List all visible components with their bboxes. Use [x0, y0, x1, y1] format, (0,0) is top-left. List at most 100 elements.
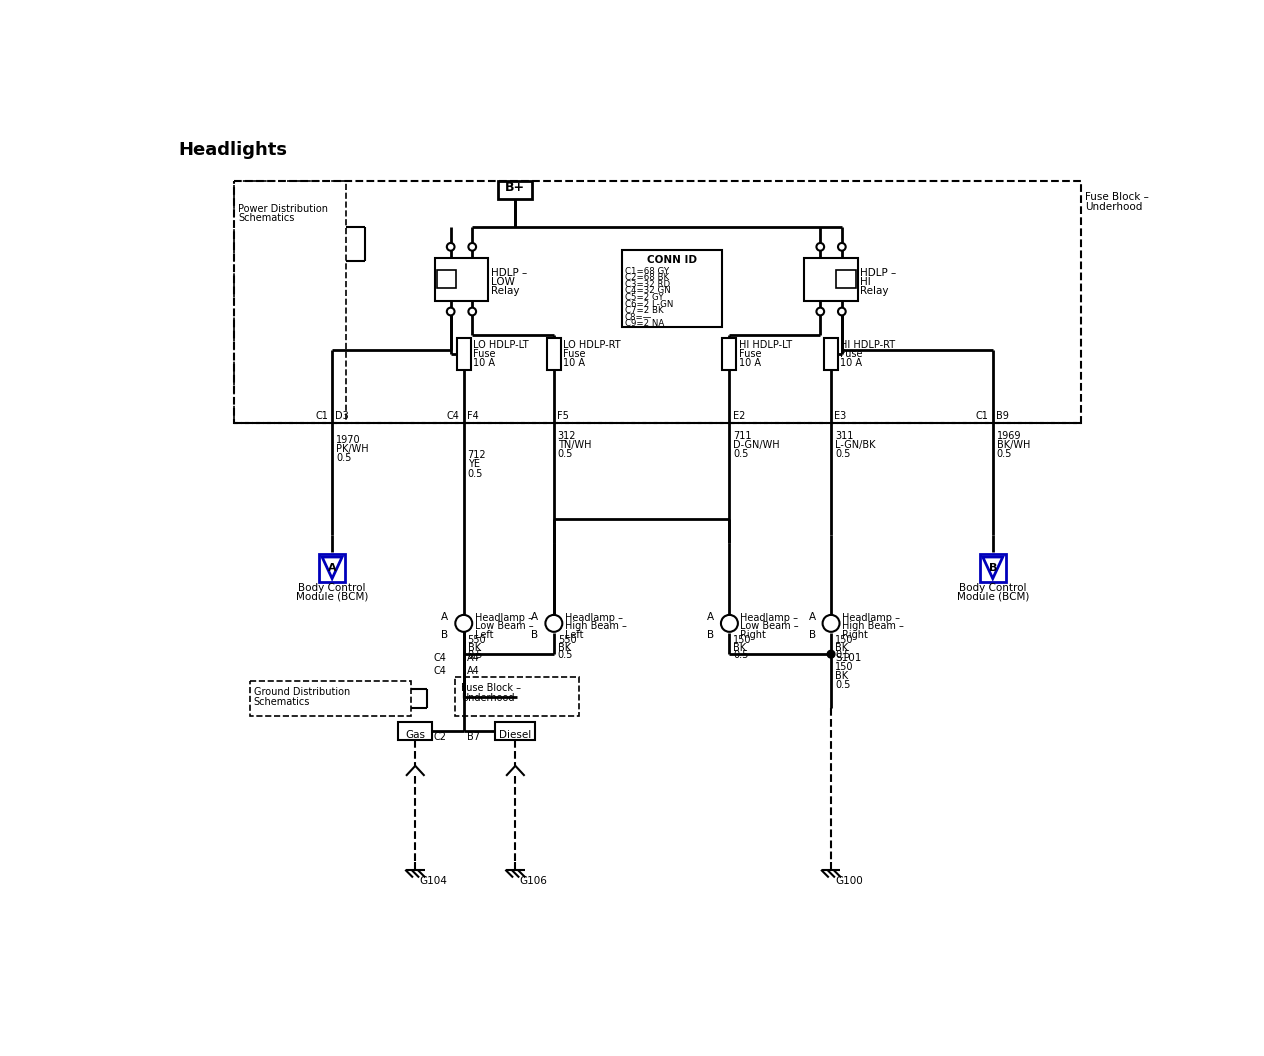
Bar [622, 250, 722, 327]
Bar [398, 722, 432, 740]
Text: 711: 711 [733, 431, 752, 440]
Bar [495, 722, 536, 740]
Text: B: B [441, 630, 449, 640]
Text: B: B [531, 630, 538, 640]
Bar [456, 338, 470, 370]
Text: A: A [441, 612, 449, 622]
Text: C1=68 GY: C1=68 GY [624, 267, 669, 276]
Text: HDLP –: HDLP – [861, 267, 896, 278]
Text: 712: 712 [468, 450, 487, 460]
Text: Right: Right [842, 629, 867, 640]
Text: BK: BK [733, 643, 747, 653]
Bar [455, 677, 579, 716]
Text: Diesel: Diesel [499, 730, 531, 740]
Bar [250, 681, 411, 716]
Text: 0.5: 0.5 [836, 450, 851, 459]
Text: 10 A: 10 A [841, 358, 862, 369]
Text: Headlamp –: Headlamp – [842, 612, 900, 623]
Text: Schematics: Schematics [238, 213, 295, 223]
Text: 0.5: 0.5 [557, 450, 573, 459]
Text: S101: S101 [836, 653, 862, 662]
Text: C2: C2 [434, 732, 447, 742]
Text: 150: 150 [733, 635, 752, 645]
Text: F5: F5 [557, 411, 569, 421]
Text: 10 A: 10 A [738, 358, 761, 369]
Text: TN/WH: TN/WH [557, 440, 592, 450]
Text: BK/WH: BK/WH [996, 440, 1030, 450]
Text: HDLP –: HDLP – [490, 267, 527, 278]
Text: A4: A4 [466, 653, 479, 662]
Polygon shape [982, 557, 1002, 579]
Text: L-GN/BK: L-GN/BK [836, 440, 876, 450]
Text: LO HDLP-LT: LO HDLP-LT [473, 340, 528, 350]
Text: C5=2 GY: C5=2 GY [624, 293, 664, 302]
Bar [547, 338, 561, 370]
Text: Headlamp –: Headlamp – [474, 612, 532, 623]
Circle shape [469, 307, 477, 316]
Text: C1: C1 [976, 411, 988, 421]
Text: A: A [809, 612, 815, 622]
Bar [234, 181, 1081, 423]
Text: C4=32 GN: C4=32 GN [624, 286, 670, 296]
Text: Fuse: Fuse [738, 350, 761, 359]
Text: High Beam –: High Beam – [565, 621, 627, 631]
Text: Body Control: Body Control [298, 583, 365, 592]
Circle shape [838, 243, 846, 250]
Text: C4: C4 [447, 411, 460, 421]
Text: LOW: LOW [490, 277, 514, 287]
Text: HI HDLP-LT: HI HDLP-LT [738, 340, 791, 350]
Text: 10 A: 10 A [473, 358, 495, 369]
Text: 150: 150 [836, 635, 853, 645]
Text: C1: C1 [315, 411, 329, 421]
Text: BK: BK [557, 643, 571, 653]
Text: 150: 150 [836, 662, 853, 672]
Text: Headlamp –: Headlamp – [565, 612, 623, 623]
Text: D-GN/WH: D-GN/WH [733, 440, 780, 450]
Text: E3: E3 [834, 411, 847, 421]
Text: E2: E2 [733, 411, 744, 421]
Text: A: A [707, 612, 714, 622]
Circle shape [545, 615, 562, 631]
Text: 0.5: 0.5 [733, 450, 748, 459]
Text: C3=32 RD: C3=32 RD [624, 280, 670, 289]
Text: 1970: 1970 [336, 435, 360, 445]
Text: A: A [531, 612, 538, 622]
Text: 550: 550 [468, 635, 487, 645]
Text: High Beam –: High Beam – [842, 621, 904, 631]
Text: 0.5: 0.5 [336, 453, 351, 464]
Bar [804, 259, 858, 301]
Text: HI HDLP-RT: HI HDLP-RT [841, 340, 895, 350]
Bar [435, 259, 488, 301]
Text: Module (BCM): Module (BCM) [296, 591, 368, 602]
Circle shape [455, 615, 473, 631]
Text: Low Beam –: Low Beam – [474, 621, 533, 631]
Text: Underhood: Underhood [1086, 202, 1143, 212]
Bar [234, 181, 346, 423]
Text: 1969: 1969 [996, 431, 1021, 440]
Bar [837, 270, 856, 288]
Text: Underhood: Underhood [461, 693, 514, 702]
Circle shape [817, 243, 824, 250]
Text: C8=—: C8=— [624, 313, 652, 322]
Text: Fuse Block –: Fuse Block – [1086, 192, 1149, 202]
Text: B+: B+ [506, 182, 526, 194]
Bar [437, 270, 456, 288]
Circle shape [447, 243, 455, 250]
Text: B: B [988, 563, 997, 572]
Text: BK: BK [836, 643, 848, 653]
Bar [498, 181, 532, 200]
Text: 0.5: 0.5 [468, 469, 483, 478]
Circle shape [827, 650, 836, 658]
Text: C7=2 BK: C7=2 BK [624, 306, 664, 315]
Text: C9=2 NA: C9=2 NA [624, 319, 664, 328]
Circle shape [817, 307, 824, 316]
Text: 0.5: 0.5 [836, 680, 851, 691]
Text: C4: C4 [434, 665, 447, 676]
Text: Module (BCM): Module (BCM) [957, 591, 1029, 602]
Text: A4: A4 [466, 665, 479, 676]
Bar [319, 554, 345, 582]
Text: Schematics: Schematics [254, 697, 310, 706]
Text: Power Distribution: Power Distribution [238, 204, 329, 213]
Text: A: A [327, 563, 336, 572]
Circle shape [823, 615, 839, 631]
